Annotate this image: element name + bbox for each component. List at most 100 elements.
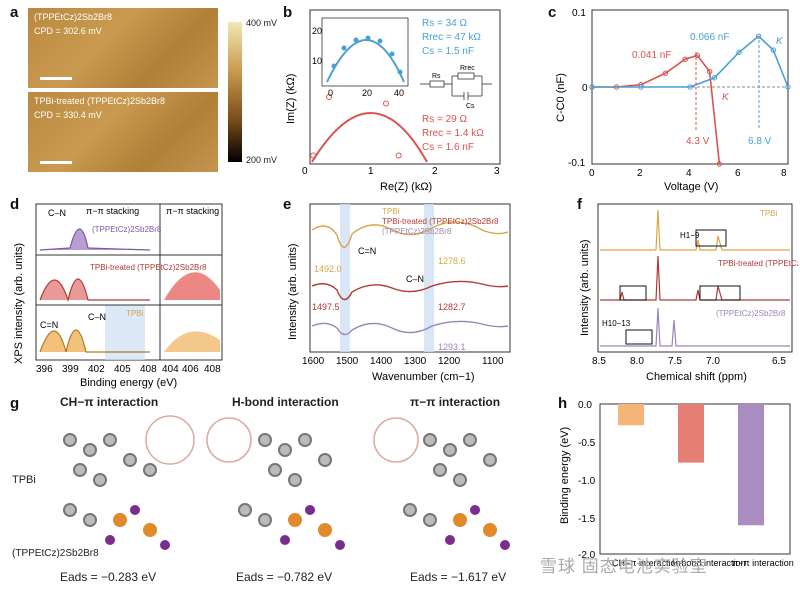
red-data-point	[326, 94, 332, 100]
nyquist-plot: 0 20 40 10 20 0 1 2 3 Re(Z) (kΩ) Im(Z) (…	[285, 9, 501, 193]
tick-x: 1300	[404, 356, 427, 367]
tick-x: 396	[36, 364, 53, 375]
equivalent-circuit	[420, 72, 492, 100]
panel-label-f: f	[577, 196, 582, 213]
panel-label-b: b	[283, 4, 293, 21]
afm-top-cpd: CPD = 302.6 mV	[34, 26, 102, 36]
xps-peak-2	[39, 278, 150, 303]
inset-tick-y: 20	[312, 26, 322, 36]
panel-label-e: e	[283, 196, 292, 213]
cn-label: C–N	[48, 208, 66, 218]
red-rs: Rs = 29 Ω	[422, 114, 468, 125]
inset-tick-x: 20	[362, 88, 372, 98]
ftir-series-3	[311, 320, 509, 336]
g-title-1: CH−π interaction	[60, 395, 159, 409]
inset-point	[365, 35, 371, 41]
peak-1278: 1278.6	[438, 256, 466, 266]
tick-x: 405	[114, 364, 131, 375]
h1013-label: H10−13	[602, 319, 631, 328]
bar-1	[618, 404, 644, 426]
y-axis-label: Intensity (arb. units)	[579, 239, 591, 336]
ftir-series-1	[311, 221, 509, 248]
red-cv-point	[662, 70, 669, 76]
tick-x: 1500	[336, 356, 359, 367]
highlight-band	[424, 204, 434, 352]
circuit-rrec-label: Rrec	[460, 65, 475, 72]
inset-point	[377, 38, 383, 44]
eads-1: Eads = −0.283 eV	[60, 570, 157, 584]
xps-frame-right	[159, 203, 223, 361]
zoom-circle	[206, 417, 252, 463]
x-axis-label: Chemical shift (ppm)	[646, 371, 747, 383]
tick-x: 1200	[438, 356, 461, 367]
legend-3: (TPPEtCz)2Sb2Br8	[716, 309, 786, 318]
red-peak-label: 0.041 nF	[632, 50, 671, 61]
inset-point	[397, 69, 403, 75]
afm-image-top: (TPPEtCz)2Sb2Br8 CPD = 302.6 mV	[28, 8, 218, 88]
plot-frame	[309, 9, 501, 165]
nmr-series-2	[600, 255, 790, 301]
colorbar-bottom-label: 200 mV	[246, 155, 278, 165]
tick-x: 402	[88, 364, 105, 375]
watermark: 雪球 固态电池实验室	[540, 557, 708, 576]
scale-bar	[40, 161, 72, 164]
xps-plot: π−π stacking π−π stacking C–N C=N C–N (T…	[13, 203, 223, 389]
inset-point	[389, 51, 395, 57]
capacitance-voltage-plot: 0.041 nF 0.066 nF 4.3 V 6.8 V K K 0.1 0 …	[555, 8, 791, 193]
tick-x: 404	[162, 364, 179, 375]
afm-bottom-title: TPBi-treated (TPPEtCz)2Sb2Br8	[34, 96, 166, 106]
tick-x: 4	[686, 168, 692, 179]
zoom-circle	[373, 417, 419, 463]
plot-frame	[597, 203, 793, 353]
h1013-box-top	[619, 285, 647, 301]
tick-x: 7.5	[668, 356, 682, 367]
blue-cs: Cs = 1.5 nF	[422, 46, 474, 57]
series-label-1: (TPPEtCz)2Sb2Br8	[92, 225, 162, 234]
tick-y: -1.5	[578, 514, 596, 525]
inset-frame	[321, 17, 409, 87]
panel-label-h: h	[558, 395, 568, 412]
legend-2: TPBi-treated (TPPEtCz)2Sb2Br8	[718, 259, 798, 268]
tick-x: 406	[182, 364, 199, 375]
tick-x: 8	[781, 168, 787, 179]
cn-label: C–N	[406, 274, 424, 284]
afm-top-title: (TPPEtCz)2Sb2Br8	[34, 12, 113, 22]
tick-x: 1400	[370, 356, 393, 367]
k-label-red: K	[722, 92, 730, 103]
inset-point	[353, 37, 359, 43]
blue-cv-point	[755, 33, 762, 39]
stack-title-left: π−π stacking	[86, 206, 139, 216]
molecule-ch-pi	[63, 415, 195, 550]
highlight-band	[105, 305, 145, 360]
tick-x: 2	[432, 166, 438, 177]
inset-tick-x: 0	[328, 88, 333, 98]
tick-x: 2	[637, 168, 643, 179]
eads-3: Eads = −1.617 eV	[410, 570, 507, 584]
tick-y: 0.0	[578, 400, 592, 411]
colorbar-top-label: 400 mV	[246, 18, 278, 28]
zoom-circle	[145, 415, 195, 465]
cn-label-2: C–N	[88, 312, 106, 322]
pi-stack-peak-2	[164, 272, 220, 300]
tick-x: 1100	[482, 356, 504, 367]
tick-x: 0	[589, 168, 595, 179]
category-label-3: π−π interaction	[732, 558, 794, 568]
circuit-rs-label: Rs	[432, 73, 441, 80]
tick-y: -0.5	[578, 438, 596, 449]
blue-cv-line	[592, 35, 789, 88]
red-fit-curve	[311, 112, 428, 163]
series-label-3: TPBi	[126, 309, 144, 318]
red-cv-line	[592, 54, 721, 165]
red-cs: Cs = 1.6 nF	[422, 142, 474, 153]
cn-double-label: C=N	[40, 320, 58, 330]
tick-x: 6.5	[772, 356, 786, 367]
x-axis-label: Wavenumber (cm−1)	[372, 371, 475, 383]
peak-1282: 1282.7	[438, 302, 466, 312]
blue-voltage-label: 6.8 V	[748, 136, 772, 147]
tick-x: 7.0	[706, 356, 720, 367]
legend-1: TPBi	[760, 209, 778, 218]
panel-label-a: a	[10, 4, 19, 21]
tick-y: 0	[582, 83, 588, 94]
afm-image-bottom: TPBi-treated (TPPEtCz)2Sb2Br8 CPD = 330.…	[28, 92, 218, 172]
panel-label-d: d	[10, 196, 20, 213]
